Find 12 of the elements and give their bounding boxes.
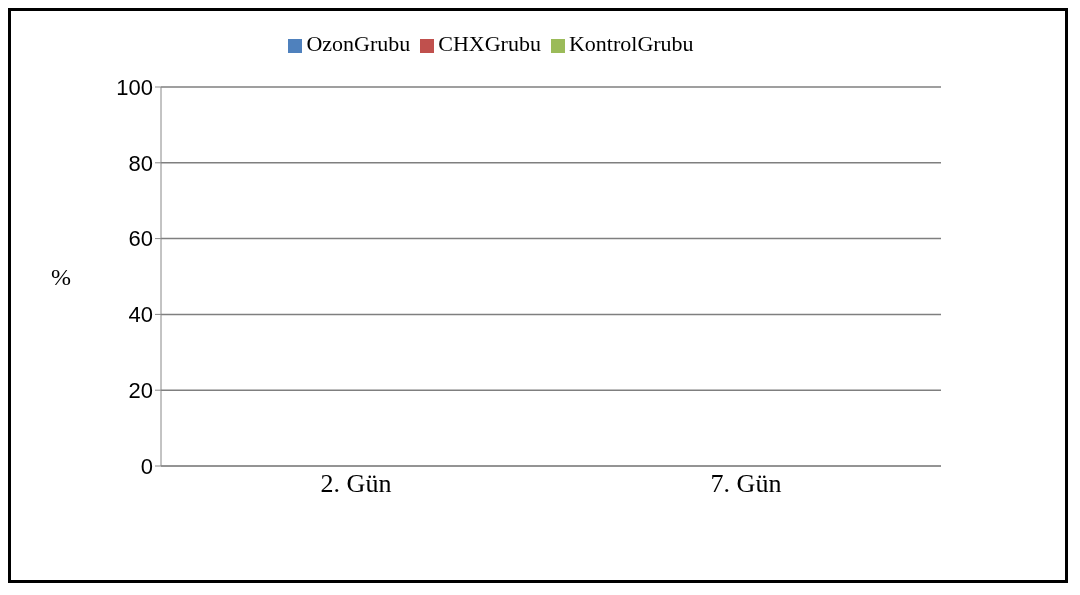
y-tick-label: 20: [128, 378, 153, 404]
y-tick-label: 60: [128, 226, 153, 252]
y-tick-label: 0: [140, 453, 153, 479]
legend-label: OzonGrubu: [306, 31, 411, 56]
x-tick-label: 7. Gün: [710, 469, 782, 499]
y-tick-label: 80: [128, 150, 153, 176]
y-tick-label: 40: [128, 302, 153, 328]
legend-label: CHXGrubu: [438, 31, 541, 56]
y-tick-label: 100: [116, 74, 153, 100]
x-tick-label: 2. Gün: [320, 469, 392, 499]
y-axis-title: %: [51, 264, 71, 291]
legend-label: KontrolGrubu: [568, 31, 694, 56]
